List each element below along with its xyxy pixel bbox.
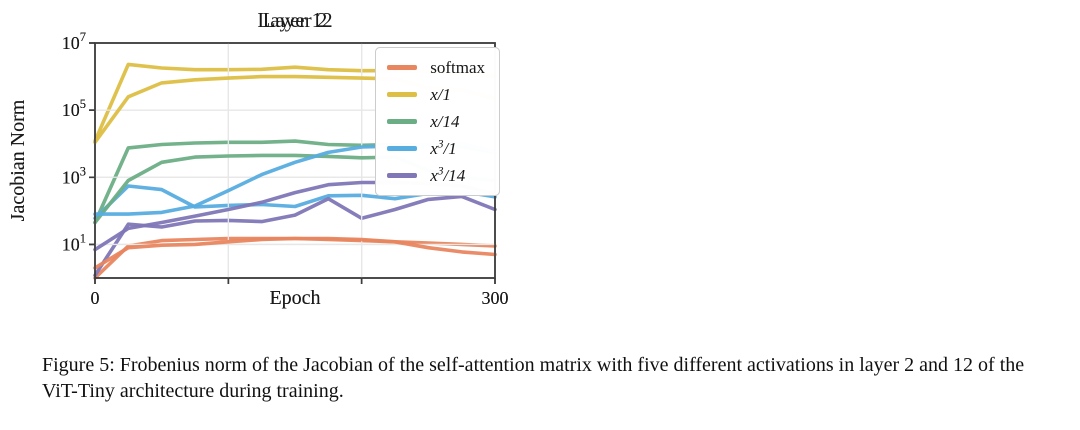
xtick-label-0: 0 <box>91 288 100 308</box>
chart-layer-12: 0 300 101 103 105 107 Epoch Jacobian Norm Layer … <box>0 0 540 316</box>
y-axis-label: Jacobian Norm <box>7 99 29 221</box>
legend-label-x-1: x/1 <box>430 85 451 104</box>
legend-swatch-x-3-14 <box>387 173 418 178</box>
legend: softmax x/1 x/14 x3/1 x3/14 <box>375 47 500 196</box>
legend-swatch-x-14 <box>387 119 418 124</box>
charts-row: 0 300 101 103 105 107 Epoch Jacobian Norm Layer … <box>0 0 540 316</box>
legend-item-x-14: x/14 <box>387 111 485 132</box>
xtick-label-0: 0 <box>91 288 100 308</box>
legend-label-x-3-1: x3/1 <box>430 138 457 158</box>
y-axis-label: Jacobian Norm <box>7 99 29 221</box>
series-line-x-3-14 <box>93 194 497 278</box>
legend-swatch-x-1 <box>387 92 418 97</box>
legend-swatch-x-3-1 <box>387 146 418 151</box>
legend-item-softmax: softmax <box>387 57 485 78</box>
ytick-label-1e7: 107 <box>62 30 86 53</box>
chart-title: Layer 12 <box>257 8 332 32</box>
series-line-softmax <box>93 236 497 270</box>
legend-item-x-1: x/1 <box>387 84 485 105</box>
x-axis-label: Epoch <box>269 287 320 309</box>
xtick-label-300: 300 <box>482 288 509 308</box>
legend-label-x-3-14: x3/14 <box>430 165 466 185</box>
chart-title: Layer 2 <box>263 8 328 32</box>
ytick-label-1e3: 103 <box>62 164 86 187</box>
legend-label-softmax: softmax <box>430 58 485 77</box>
xtick-label-300: 300 <box>482 288 509 308</box>
ytick-label-1e5: 105 <box>62 97 86 120</box>
legend-label-x-14: x/14 <box>430 112 460 131</box>
legend-item-x-3-14: x3/14 <box>387 165 485 186</box>
figure-caption: Figure 5: Frobenius norm of the Jacobian… <box>42 354 1025 402</box>
legend-swatch-softmax <box>387 65 418 70</box>
x-axis-label: Epoch <box>269 287 320 309</box>
legend-item-x-3-1: x3/1 <box>387 138 485 159</box>
ytick-label-1e1: 101 <box>62 231 86 254</box>
